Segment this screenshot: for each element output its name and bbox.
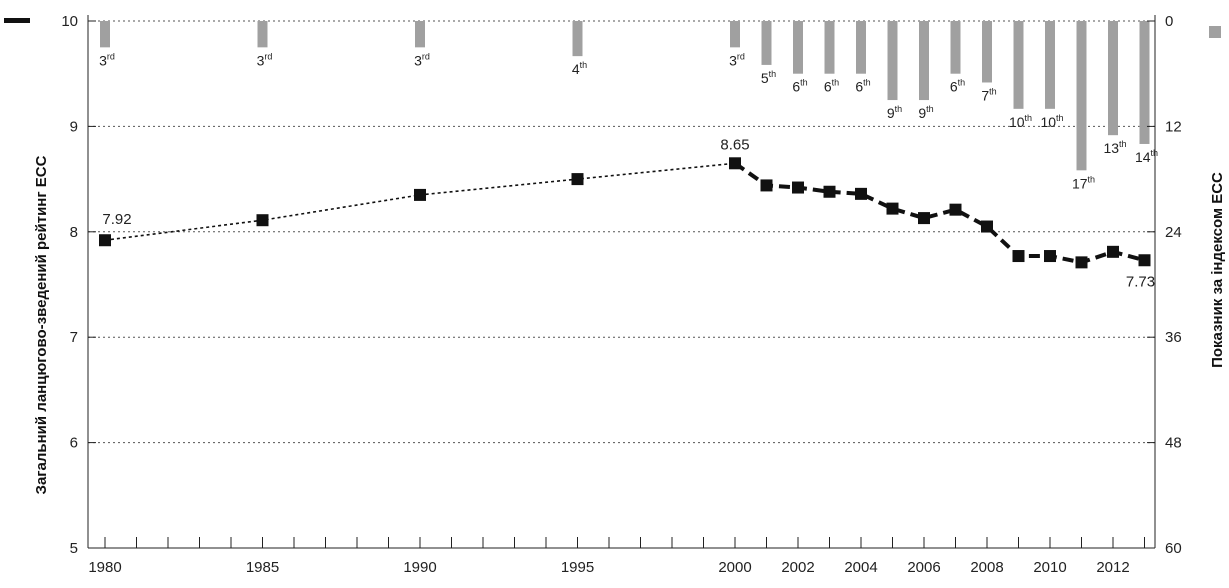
rank-bar xyxy=(1045,21,1055,109)
data-label: 7.73 xyxy=(1126,273,1155,290)
data-point xyxy=(918,212,930,225)
x-tick-label: 2006 xyxy=(907,559,940,576)
rank-label: 3rd xyxy=(257,51,273,68)
rank-bar xyxy=(793,21,803,74)
rank-label: 4th xyxy=(572,60,587,77)
data-point xyxy=(571,173,584,186)
data-point xyxy=(1044,250,1056,263)
x-tick-label: 1990 xyxy=(403,559,436,576)
label-layer: 3rd 3rd 3rd 4th 3rd 5th 6th 6th 6th 9th 9th 6th 7th 1… xyxy=(99,51,1158,290)
axis-layer: 5 0 6 12 7 24 8 36 9 48 10 60 1980 1985 1990 1995 2000 20… xyxy=(61,13,1181,576)
data-label: 8.65 xyxy=(720,136,749,153)
rank-bar xyxy=(1139,21,1150,144)
rank-bar xyxy=(856,21,866,74)
y-tick-label-right: 0 xyxy=(1165,13,1173,30)
rank-bar xyxy=(919,21,929,101)
rank-label: 3rd xyxy=(729,51,745,68)
rank-label: 13th xyxy=(1103,139,1126,156)
rank-bar xyxy=(100,21,110,48)
x-tick-label: 1980 xyxy=(88,559,121,576)
rank-label: 6th xyxy=(855,78,870,95)
rank-label: 3rd xyxy=(99,51,115,68)
x-tick-label: 2002 xyxy=(781,559,814,576)
series-line-early xyxy=(104,162,736,242)
rank-bar xyxy=(950,21,961,74)
x-tick-label: 2004 xyxy=(844,559,877,576)
rank-label: 10th xyxy=(1009,113,1032,130)
data-point xyxy=(823,185,836,198)
rank-label: 3rd xyxy=(414,51,430,68)
rank-label: 6th xyxy=(824,78,839,95)
data-point xyxy=(760,179,773,192)
bar-layer xyxy=(100,21,1150,171)
data-point xyxy=(949,203,962,216)
rank-label: 17th xyxy=(1072,174,1095,191)
x-tick-label: 2008 xyxy=(970,559,1003,576)
y-tick-label-left: 6 xyxy=(70,435,78,452)
rank-bar xyxy=(730,21,740,48)
rank-label: 10th xyxy=(1040,113,1063,130)
y-tick-label-left: 10 xyxy=(61,13,78,30)
legend-line-swatch xyxy=(4,18,30,23)
data-point xyxy=(99,234,111,247)
data-point xyxy=(1075,256,1088,269)
rank-label: 9th xyxy=(918,104,933,121)
rank-bar xyxy=(415,21,425,48)
y-tick-label-right: 60 xyxy=(1165,540,1182,557)
data-point xyxy=(981,220,993,233)
right-axis-title: Показник за індексом ECC xyxy=(1209,172,1226,368)
data-point xyxy=(1138,254,1151,267)
rank-bar xyxy=(824,21,835,74)
y-tick-label-right: 24 xyxy=(1165,224,1182,241)
data-label: 7.92 xyxy=(102,211,131,228)
y-tick-label-right: 48 xyxy=(1165,435,1182,452)
rank-bar xyxy=(1076,21,1087,171)
rank-bar xyxy=(1108,21,1118,136)
rank-bar xyxy=(1013,21,1024,109)
rank-label: 14th xyxy=(1135,148,1158,165)
rank-bar xyxy=(982,21,992,83)
legend-bar-swatch xyxy=(1209,26,1221,38)
y-tick-label-left: 7 xyxy=(70,329,78,346)
y-tick-label-left: 9 xyxy=(70,118,78,135)
y-tick-label-left: 8 xyxy=(70,224,78,241)
line-layer xyxy=(99,157,1151,269)
x-tick-label: 1985 xyxy=(246,559,279,576)
rank-label: 6th xyxy=(950,78,965,95)
x-tick-label: 2012 xyxy=(1096,559,1129,576)
data-point xyxy=(855,187,867,200)
data-point xyxy=(1012,250,1025,263)
data-point xyxy=(256,214,269,227)
x-tick-label: 1995 xyxy=(561,559,594,576)
x-tick-label: 2000 xyxy=(718,559,751,576)
rank-label: 6th xyxy=(792,78,807,95)
data-point xyxy=(414,188,426,201)
rank-bar xyxy=(761,21,772,65)
data-point xyxy=(886,202,899,215)
rank-label: 5th xyxy=(761,69,776,86)
rank-bar xyxy=(572,21,583,57)
data-point xyxy=(792,181,804,194)
x-tick-label: 2010 xyxy=(1033,559,1066,576)
data-point xyxy=(729,157,741,170)
y-tick-label-left: 5 xyxy=(70,540,78,557)
rank-bar xyxy=(257,21,268,48)
rank-bar xyxy=(887,21,898,101)
rank-label: 7th xyxy=(981,86,996,103)
data-point xyxy=(1107,245,1119,258)
y-tick-label-right: 36 xyxy=(1165,329,1182,346)
y-tick-label-right: 12 xyxy=(1165,118,1182,135)
rank-label: 9th xyxy=(887,104,902,121)
left-axis-title: Загальний ланцюгово-зведений рейтинг ECC xyxy=(33,155,50,494)
